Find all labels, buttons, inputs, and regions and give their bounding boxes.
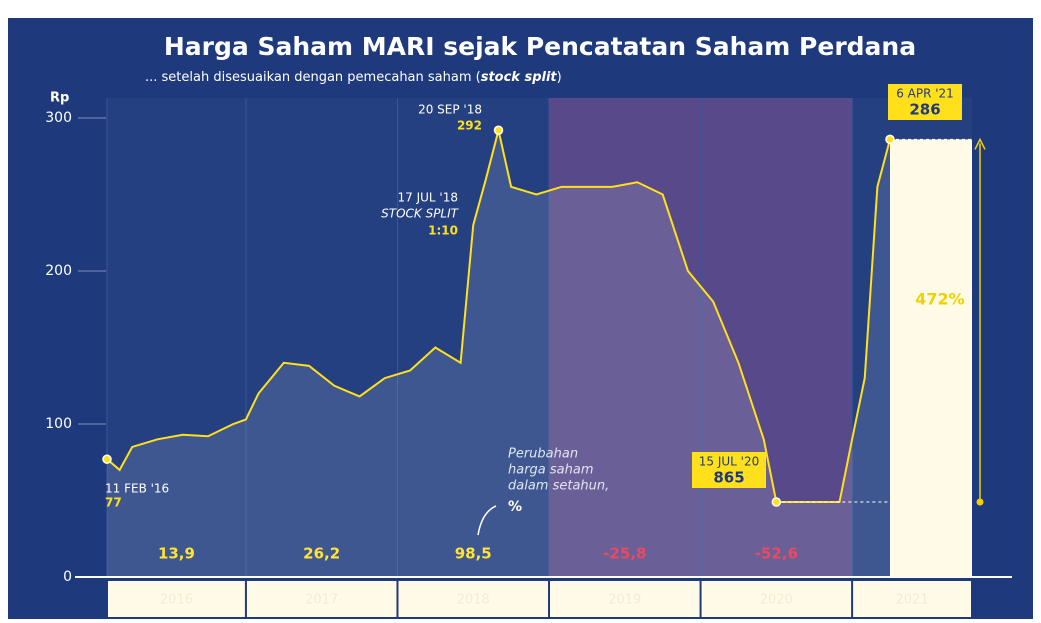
- year-label-box: [853, 581, 971, 617]
- year-label: 2020: [760, 593, 793, 608]
- year-label: 2017: [305, 593, 338, 608]
- yearly-note: dalam setahun,: [508, 479, 609, 494]
- y-tick-label: 300: [45, 110, 72, 126]
- annotation-box: [692, 452, 766, 488]
- subtitle-text: ... setelah disesuaikan dengan pemecahan…: [145, 70, 481, 85]
- y-tick-label: 100: [45, 416, 72, 432]
- yearly-note: harga saham: [508, 463, 594, 478]
- year-column: [107, 98, 246, 577]
- arrow-end: [976, 498, 984, 506]
- annotation-note: STOCK SPLIT: [381, 207, 460, 221]
- annotation-dot: [493, 125, 504, 135]
- yearly-change: 26,2: [303, 545, 340, 563]
- yearly-change: -25,8: [603, 545, 646, 563]
- annotation-date: 15 JUL '20: [699, 455, 759, 469]
- year-label-box: [108, 581, 245, 617]
- annotation-dot: [771, 497, 782, 507]
- annotation-dot: [102, 454, 112, 464]
- arrow-head: [974, 137, 986, 150]
- annotation-label: 77: [105, 496, 122, 510]
- year-column: [549, 98, 701, 577]
- year-label: 2021: [896, 593, 929, 608]
- annotation-label: 286: [909, 101, 940, 119]
- subtitle: ... setelah disesuaikan dengan pemecahan…: [145, 70, 562, 85]
- annotation-dot: [885, 134, 895, 145]
- annotation-date: 17 JUL '18: [398, 191, 458, 205]
- year-label-box: [550, 581, 700, 617]
- yearly-change: 13,9: [158, 545, 195, 563]
- yearly-note: Perubahan: [508, 447, 578, 462]
- annotation-box: [888, 84, 962, 120]
- annotation-date: 6 APR '21: [896, 87, 954, 101]
- gain-panel: [890, 139, 972, 578]
- note-arrow: [477, 505, 497, 536]
- year-label: 2016: [160, 593, 193, 608]
- year-column: [397, 98, 550, 577]
- year-label-box: [246, 581, 397, 617]
- year-column: [245, 98, 398, 577]
- year-label: 2018: [457, 593, 490, 608]
- subtitle-end: ): [557, 70, 562, 85]
- annotation-date: 11 FEB '16: [105, 482, 169, 496]
- y-tick-label: 0: [63, 569, 72, 585]
- chart-title: Harga Saham MARI sejak Pencatatan Saham …: [164, 32, 916, 61]
- yearly-change: -52,6: [755, 545, 798, 563]
- yearly-unit: %: [508, 499, 522, 515]
- y-tick-label: 200: [45, 263, 72, 279]
- subtitle-italic: stock split: [481, 70, 558, 85]
- annotation-date: 20 SEP '18: [418, 103, 482, 117]
- y-axis-label: Rp: [50, 91, 69, 106]
- year-label: 2019: [608, 593, 641, 608]
- yearly-change: 98,5: [455, 545, 492, 563]
- change-label: 472%: [915, 290, 964, 309]
- price-line: [106, 129, 891, 504]
- annotation-label: 1:10: [428, 224, 458, 238]
- annotation-label: 292: [457, 119, 482, 133]
- year-label-box: [701, 581, 852, 617]
- year-label-box: [398, 581, 549, 617]
- annotation-label: 865: [713, 469, 744, 487]
